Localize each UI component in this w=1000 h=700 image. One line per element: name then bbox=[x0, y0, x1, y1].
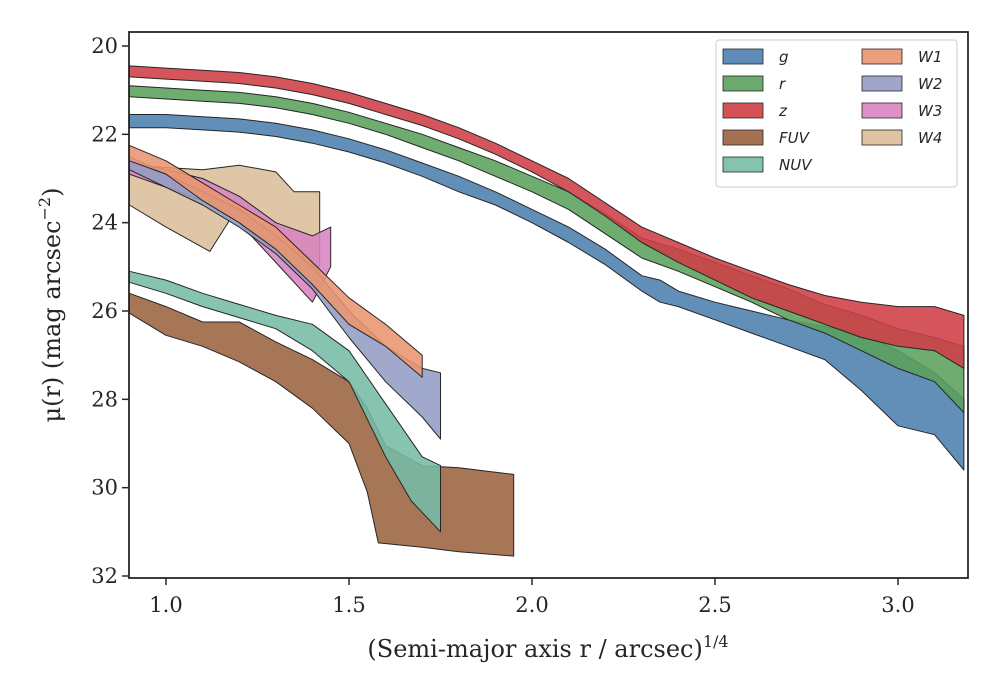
legend: grz FUV NUV W1 W2 W3 W4 bbox=[715, 39, 958, 188]
y-axis-label-text: μ(r) (mag arcsec bbox=[38, 220, 66, 422]
y-tick-label: 28 bbox=[91, 387, 118, 411]
x-axis-label-text: (Semi-major axis r / arcsec) bbox=[367, 635, 702, 663]
legend-label-nuv: NUV bbox=[779, 156, 813, 174]
band-r bbox=[129, 85, 965, 414]
x-axis-ticks: 1.0 1.5 2.0 2.5 3.0 bbox=[149, 578, 915, 617]
x-tick-label: 1.0 bbox=[149, 593, 182, 617]
profile-bands bbox=[129, 65, 965, 557]
y-tick-label: 24 bbox=[91, 211, 118, 235]
y-tick-label: 30 bbox=[91, 476, 118, 500]
x-axis-label: (Semi-major axis r / arcsec)1/4 bbox=[367, 632, 728, 663]
x-tick-label: 1.5 bbox=[332, 593, 365, 617]
legend-swatch-g bbox=[722, 48, 764, 65]
x-tick-label: 2.5 bbox=[698, 593, 731, 617]
y-axis-label-close: ) bbox=[38, 188, 66, 197]
legend-label-z: z bbox=[778, 102, 788, 120]
legend-swatch-w2 bbox=[861, 75, 903, 92]
legend-swatch-fuv bbox=[722, 129, 764, 146]
y-axis-ticks: 20 22 24 26 28 30 32 bbox=[91, 34, 129, 588]
y-axis-label: μ(r) (mag arcsec−2) bbox=[35, 188, 66, 423]
x-axis-label-exponent: 1/4 bbox=[703, 632, 729, 651]
y-tick-label: 26 bbox=[91, 299, 118, 323]
y-tick-label: 20 bbox=[91, 34, 118, 58]
band-w1 bbox=[129, 144, 423, 378]
legend-label-r: r bbox=[779, 75, 786, 93]
legend-label-fuv: FUV bbox=[779, 129, 811, 147]
legend-swatch-z bbox=[722, 102, 764, 119]
legend-swatch-w3 bbox=[861, 102, 903, 119]
band-nuv bbox=[129, 270, 441, 533]
legend-swatch-w4 bbox=[861, 129, 903, 146]
band-z bbox=[129, 65, 965, 369]
y-axis-label-exponent: −2 bbox=[35, 197, 54, 221]
legend-label-w2: W2 bbox=[918, 75, 942, 93]
y-tick-label: 32 bbox=[91, 564, 118, 588]
legend-swatch-nuv bbox=[722, 156, 764, 173]
plot-frame bbox=[128, 31, 969, 579]
y-tick-label: 22 bbox=[91, 122, 118, 146]
x-tick-label: 3.0 bbox=[881, 593, 914, 617]
legend-swatch-r bbox=[722, 75, 764, 92]
legend-label-w4: W4 bbox=[918, 129, 942, 147]
band-g bbox=[129, 114, 965, 471]
x-tick-label: 2.0 bbox=[515, 593, 548, 617]
legend-label-w1: W1 bbox=[918, 48, 942, 66]
legend-swatch-w1 bbox=[861, 48, 903, 65]
legend-label-g: g bbox=[779, 48, 789, 66]
legend-label-w3: W3 bbox=[918, 102, 942, 120]
